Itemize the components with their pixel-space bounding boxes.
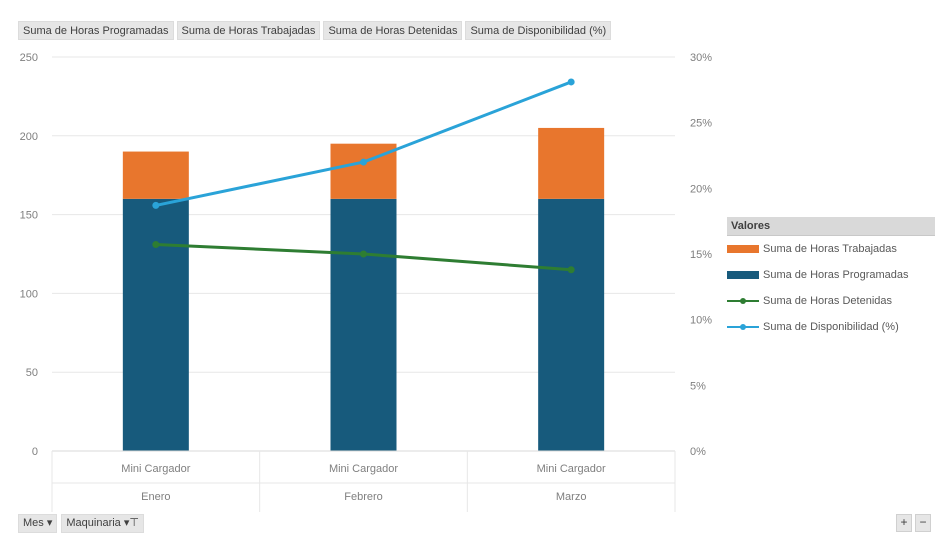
y2-tick-label: 25% (690, 118, 712, 130)
dropdown-icon: ▾ (46, 517, 53, 529)
legend-swatch-trabajadas (727, 245, 759, 253)
y-tick-label: 50 (26, 367, 38, 379)
axis-field-buttons: Mes ▾ Maquinaria ▾⊤ (18, 514, 144, 533)
line-point (360, 250, 367, 258)
line-point (567, 78, 575, 86)
maquinaria-label: Maquinaria (66, 517, 121, 529)
field-buttons: Suma de Horas Programadas Suma de Horas … (18, 21, 612, 40)
legend-label-detenidas: Suma de Horas Detenidas (763, 295, 893, 307)
zoom-out-button[interactable]: − (915, 514, 931, 532)
y2-tick-label: 10% (690, 315, 712, 327)
lines (152, 78, 575, 274)
y-tick-label: 200 (20, 131, 38, 143)
x-category-label: Mini Cargador (121, 463, 190, 475)
field-button-programadas[interactable]: Suma de Horas Programadas (18, 21, 174, 40)
bar (330, 198, 397, 451)
bar (538, 198, 605, 451)
legend-item-programadas[interactable]: Suma de Horas Programadas (727, 262, 935, 288)
x-group-label: Marzo (556, 491, 587, 503)
legend-title[interactable]: Valores (727, 217, 935, 236)
x-axis: Mini Cargador Enero Mini Cargador Febrero Mi… (51, 450, 676, 512)
mes-filter-button[interactable]: Mes ▾ (18, 514, 58, 533)
legend-swatch-detenidas (727, 298, 759, 304)
legend-label-programadas: Suma de Horas Programadas (763, 269, 909, 281)
x-group-label: Febrero (344, 491, 383, 503)
x-category-label: Mini Cargador (329, 463, 398, 475)
y-axis-left: 0 50 100 150 200 250 (20, 52, 38, 458)
filter-icon: ▾⊤ (123, 517, 139, 529)
x-category-label: Mini Cargador (537, 463, 606, 475)
y2-tick-label: 20% (690, 183, 712, 195)
y2-tick-label: 15% (690, 249, 712, 261)
y-tick-label: 0 (32, 446, 38, 458)
y-tick-label: 250 (20, 52, 38, 64)
maquinaria-filter-button[interactable]: Maquinaria ▾⊤ (61, 514, 144, 533)
field-button-disponibilidad[interactable]: Suma de Disponibilidad (%) (465, 21, 612, 40)
legend-item-detenidas[interactable]: Suma de Horas Detenidas (727, 288, 935, 314)
field-button-trabajadas[interactable]: Suma de Horas Trabajadas (176, 21, 321, 40)
bar (538, 127, 605, 199)
line-point (567, 266, 575, 274)
legend-label-disponibilidad: Suma de Disponibilidad (%) (763, 321, 899, 333)
legend-item-disponibilidad[interactable]: Suma de Disponibilidad (%) (727, 314, 935, 340)
y-tick-label: 100 (20, 288, 38, 300)
y2-tick-label: 0% (690, 446, 706, 458)
y2-tick-label: 30% (690, 52, 712, 64)
y2-tick-label: 5% (690, 380, 706, 392)
legend-label-trabajadas: Suma de Horas Trabajadas (763, 243, 897, 255)
bar (122, 198, 189, 451)
mes-label: Mes (23, 517, 44, 529)
field-button-detenidas[interactable]: Suma de Horas Detenidas (323, 21, 463, 40)
bars (122, 127, 605, 451)
line-point (360, 158, 367, 166)
y-axis-right: 0% 5% 10% 15% 20% 25% 30% (690, 52, 712, 458)
legend: Valores Suma de Horas Trabajadas Suma de… (727, 217, 935, 340)
zoom-controls: + − (896, 514, 931, 532)
bar (122, 151, 189, 199)
line-point (152, 241, 160, 249)
line-point (152, 201, 160, 209)
y-tick-label: 150 (20, 210, 38, 222)
x-group-label: Enero (141, 491, 170, 503)
legend-swatch-disponibilidad (727, 324, 759, 330)
legend-swatch-programadas (727, 271, 759, 279)
zoom-in-button[interactable]: + (896, 514, 912, 532)
legend-item-trabajadas[interactable]: Suma de Horas Trabajadas (727, 236, 935, 262)
